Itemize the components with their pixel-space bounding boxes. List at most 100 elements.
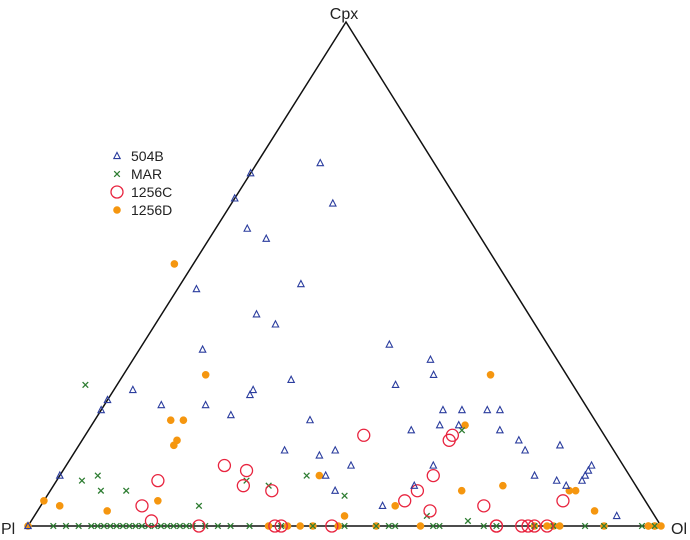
point-504b-2 [97,405,106,414]
point-504b-5 [192,284,201,293]
point-mar-18 [182,522,190,530]
legend-marker-1256d [113,206,121,214]
point-504b-25 [321,470,330,479]
point-1256d-8 [179,416,188,424]
point-1256c-25 [556,494,570,508]
legend-label-mar: MAR [131,166,162,182]
point-504b-53 [587,460,596,469]
point-mar-26 [341,522,348,530]
point-504b-19 [128,385,137,394]
point-504b-47 [530,470,539,479]
point-mar-7 [113,522,120,530]
point-1256c-1 [144,514,159,528]
point-1256c-18 [477,499,491,513]
point-1256d-29 [571,486,580,495]
point-mar-14 [157,522,165,530]
legend-label-504b: 504B [131,148,164,164]
point-mar-37 [600,522,608,530]
point-1256c-2 [151,473,165,488]
point-504b-30 [410,480,419,489]
point-mar-33 [493,522,500,530]
point-504b-42 [454,420,463,429]
point-504b-52 [584,465,593,474]
legend-markers [110,151,124,214]
point-1256d-1 [40,497,48,505]
point-mar-30 [429,522,437,530]
legend: 504B MAR 1256C 1256D [110,148,172,218]
point-mar-45 [195,502,203,510]
point-1256d-20 [457,486,466,495]
point-mar-11 [138,522,146,530]
point-1256d-15 [315,471,324,480]
point-504b-16 [245,390,255,399]
point-mar-39 [651,522,658,530]
point-504b-10 [262,233,271,242]
vertex-label-pl: Pl [1,521,15,538]
point-504b-18 [249,385,258,394]
point-504b-45 [521,445,530,454]
point-504b-14 [296,279,306,288]
point-504b-51 [577,475,587,484]
point-1256c-24 [540,519,554,533]
point-1256c-20 [445,428,460,442]
point-1256d-36 [590,507,599,515]
point-mar-22 [227,522,234,530]
point-504b-32 [435,420,444,429]
point-1256c-12 [398,494,412,508]
point-mar-23 [246,522,253,530]
point-504b-8 [316,158,325,167]
point-mar-9 [126,522,133,530]
point-1256c-15 [426,468,440,483]
point-504b-38 [426,354,435,363]
point-1256d-32 [644,522,653,530]
point-mar-29 [391,522,399,530]
point-1256c-14 [423,504,437,518]
point-504b-36 [385,339,394,348]
point-1256d-27 [486,371,495,379]
point-504b-11 [328,198,337,207]
point-mar-27 [372,522,380,530]
point-mar-25 [309,522,317,530]
point-504b-17 [226,410,235,419]
legend-label-1256c: 1256C [131,184,172,200]
point-1256c-22 [521,519,535,533]
point-504b-3 [103,395,112,404]
point-504b-20 [157,400,166,409]
point-mar-44 [122,487,130,494]
point-504b-21 [201,400,210,409]
point-mar-51 [458,426,466,434]
point-mar-16 [170,522,177,530]
point-1256c-10 [325,519,339,533]
point-1256c-5 [236,479,250,493]
point-1256d-18 [391,502,400,510]
point-504b-6 [230,193,239,202]
point-504b-15 [287,375,296,383]
point-504b-49 [562,480,571,489]
point-504b-44 [514,435,523,444]
point-mar-47 [303,472,310,479]
point-mar-4 [94,522,101,530]
point-mar-15 [164,522,171,530]
point-mar-40 [82,381,89,389]
point-1256c-23 [527,519,542,533]
point-mar-42 [97,487,105,494]
point-mar-41 [78,477,86,484]
point-504b-46 [555,440,565,449]
legend-marker-504b [112,151,122,160]
point-mar-5 [100,522,108,530]
point-1256d-35 [657,522,665,530]
point-504b-48 [552,475,561,484]
point-504b-23 [280,445,289,454]
point-1256c-6 [268,519,282,533]
point-504b-12 [252,309,261,318]
point-1256c-17 [489,519,504,533]
point-504b-39 [429,370,438,378]
point-504b-26 [331,485,340,494]
point-1256c-11 [357,428,371,442]
point-1256d-37 [170,260,179,268]
point-1256d-21 [499,481,507,490]
point-mar-17 [176,522,184,530]
point-504b-41 [483,405,492,414]
point-mar-36 [581,522,589,530]
